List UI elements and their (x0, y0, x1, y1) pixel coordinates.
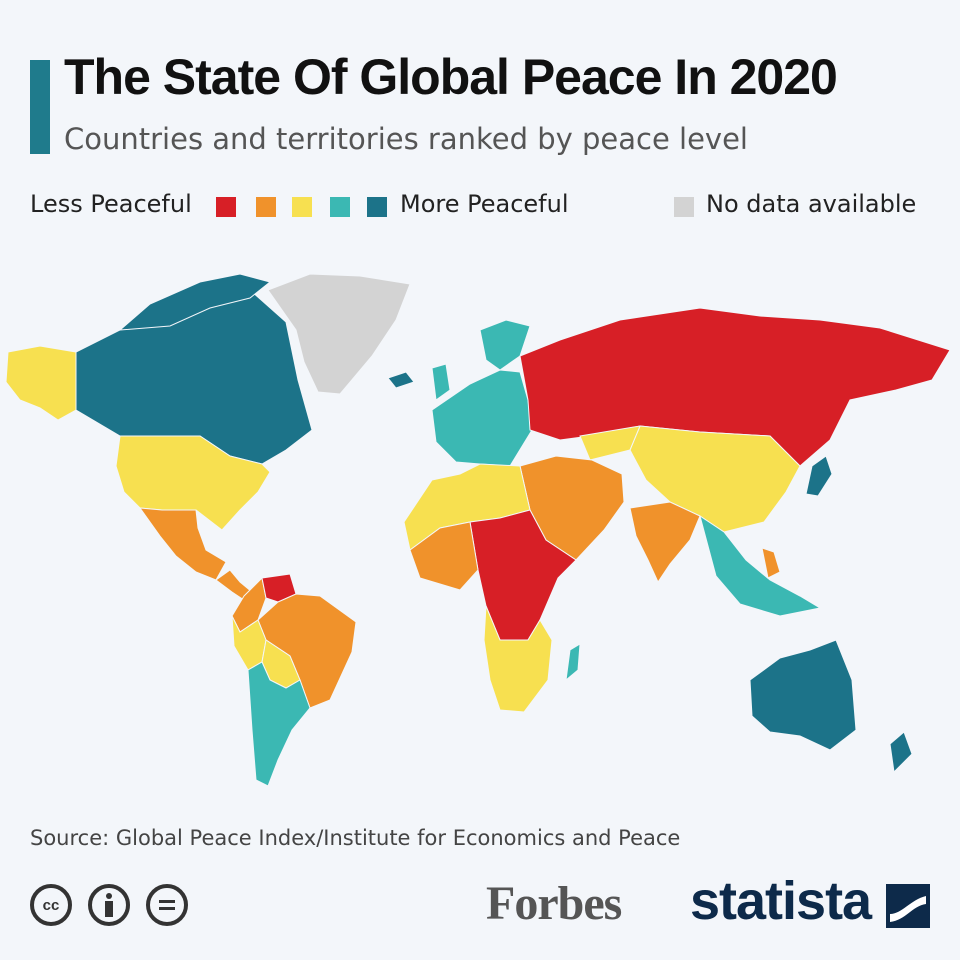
region-argentina-chile (247, 661, 311, 787)
world-map (5, 273, 951, 787)
region-alaska (5, 345, 77, 421)
page-title: The State Of Global Peace In 2020 (64, 49, 838, 105)
region-australia (749, 639, 857, 751)
region-kazakhstan-region (579, 425, 641, 461)
region-iceland (387, 371, 415, 389)
legend-swatch-1 (216, 197, 236, 217)
region-mexico (138, 507, 227, 581)
region-southeast-asia (699, 514, 822, 617)
no-derivatives-icon (146, 884, 188, 926)
legend-swatch-5 (367, 197, 387, 217)
equals-glyph (159, 900, 175, 910)
region-central-africa (469, 509, 577, 641)
region-japan (805, 455, 833, 497)
region-russia (519, 307, 951, 467)
cc-icon: cc (30, 884, 72, 926)
legend-swatch-4 (330, 197, 350, 217)
statista-logo-icon (886, 884, 930, 928)
region-madagascar (565, 643, 581, 682)
region-west-africa (409, 521, 479, 591)
legend-more-peaceful-label: More Peaceful (400, 190, 569, 218)
region-southern-africa (483, 605, 553, 713)
page-subtitle: Countries and territories ranked by peac… (64, 122, 748, 156)
region-uk (431, 363, 451, 401)
legend-swatch-2 (256, 197, 276, 217)
legend-no-data-label: No data available (706, 190, 917, 218)
legend-less-peaceful-label: Less Peaceful (30, 190, 192, 218)
region-philippines (761, 547, 781, 579)
region-usa (115, 435, 271, 531)
forbes-logo: Forbes (486, 877, 622, 930)
legend-swatch-no-data (674, 197, 694, 217)
region-india (629, 501, 701, 584)
region-canada-islands (118, 273, 272, 331)
legend-swatch-3 (292, 197, 312, 217)
person-glyph (105, 893, 113, 917)
title-accent-bar (30, 60, 50, 154)
region-greenland (267, 273, 411, 395)
region-china (629, 425, 801, 533)
attribution-icon (88, 884, 130, 926)
statista-logo-text: statista (690, 871, 872, 931)
legend: Less Peaceful More Peaceful No data avai… (30, 190, 932, 224)
source-note: Source: Global Peace Index/Institute for… (30, 826, 681, 850)
region-new-zealand (889, 731, 913, 774)
